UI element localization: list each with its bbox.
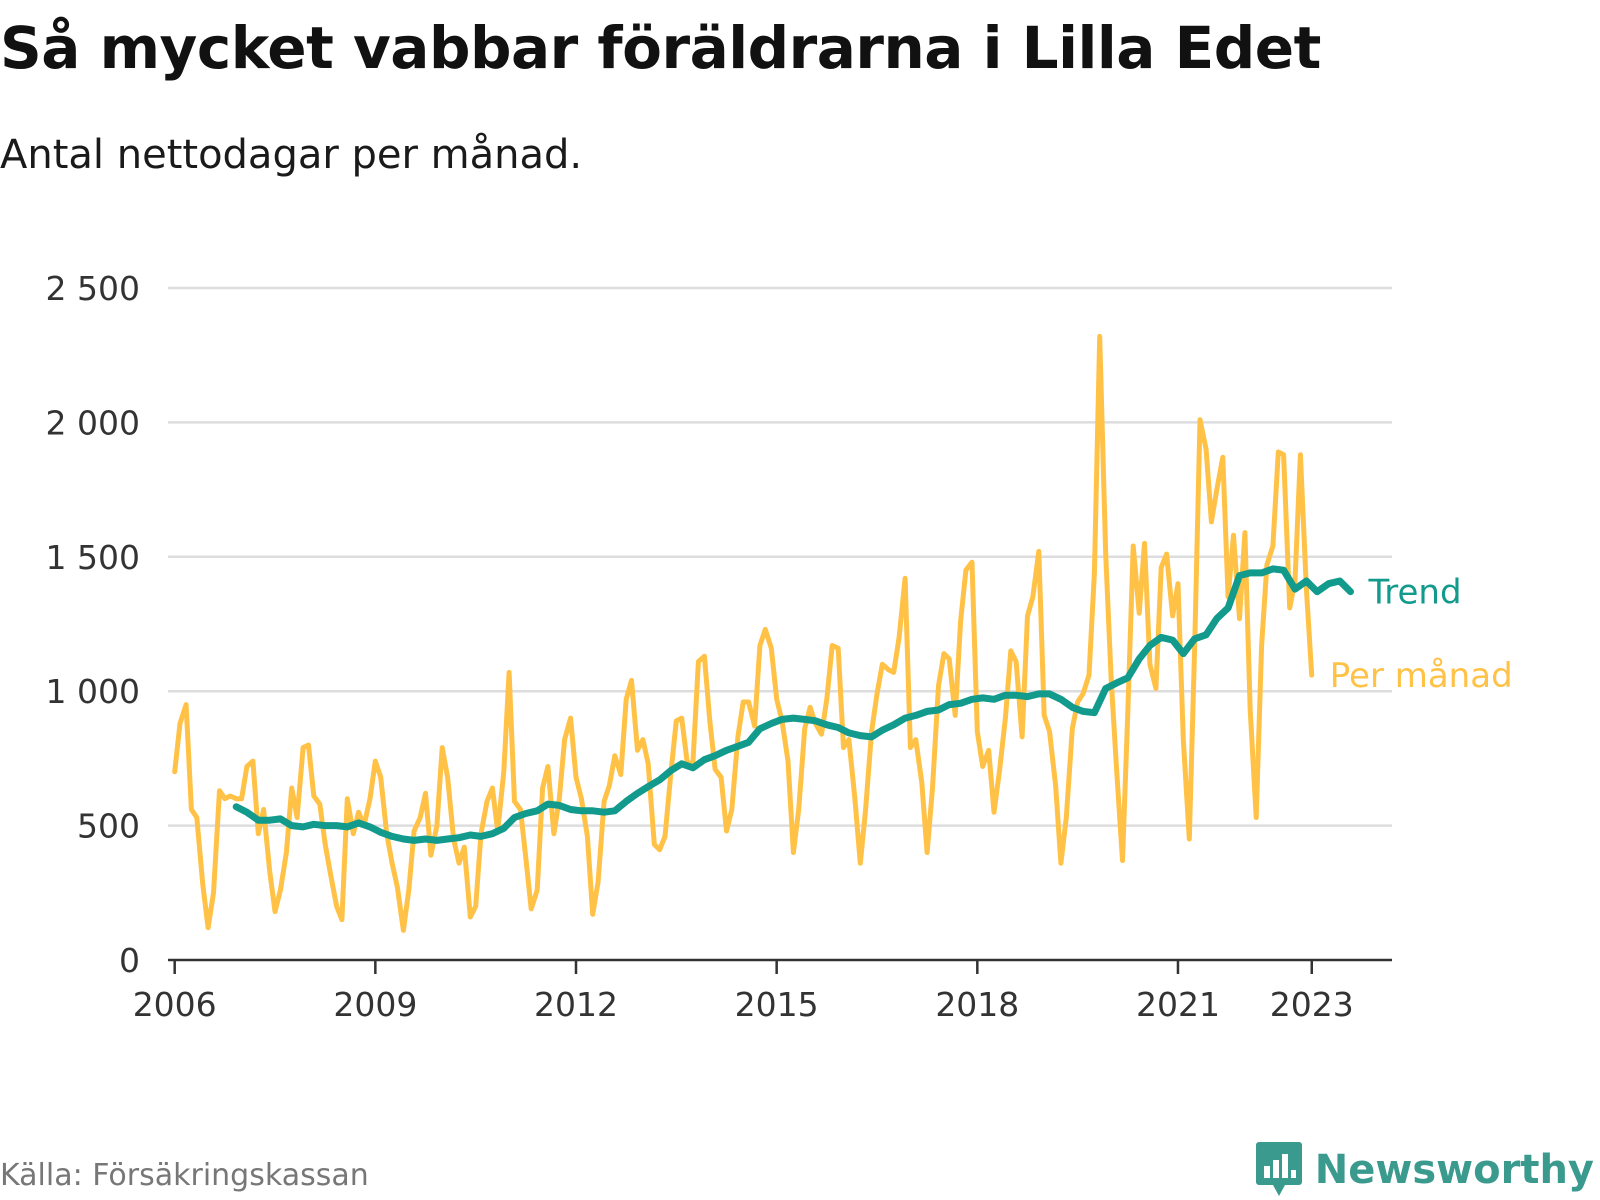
brand-name: Newsworthy xyxy=(1314,1147,1594,1193)
x-tick-label: 2009 xyxy=(333,985,417,1024)
y-tick-label: 2 000 xyxy=(46,403,140,442)
newsworthy-logo-icon xyxy=(1255,1142,1302,1196)
y-tick-label: 2 500 xyxy=(46,269,140,308)
x-tick-label: 2012 xyxy=(534,985,618,1024)
y-tick-label: 1 000 xyxy=(46,672,140,711)
brand-logo[interactable]: Newsworthy xyxy=(1255,1140,1594,1200)
series-line-trend xyxy=(232,565,1354,844)
grid-lines xyxy=(168,286,1392,827)
y-tick-label: 0 xyxy=(119,941,140,980)
x-tick-label: 2006 xyxy=(133,985,217,1024)
series-line-monthly xyxy=(172,333,1315,933)
x-tick-label: 2021 xyxy=(1136,985,1220,1024)
series-label-monthly: Per månad xyxy=(1330,656,1513,696)
x-tick-label: 2018 xyxy=(935,985,1019,1024)
source-note: Källa: Försäkringskassan xyxy=(0,1158,369,1193)
x-tick-label: 2023 xyxy=(1270,985,1354,1024)
x-axis-ticks: 2006 2009 2012 2015 2018 2021 2023 xyxy=(133,960,1354,1024)
series-labels: Per månad Trend xyxy=(1330,573,1513,696)
series-label-trend: Trend xyxy=(1368,573,1462,613)
y-axis-ticks: 0 500 1 000 1 500 2 000 2 500 xyxy=(46,269,140,980)
y-tick-label: 1 500 xyxy=(46,538,140,577)
x-tick-label: 2015 xyxy=(735,985,819,1024)
y-tick-label: 500 xyxy=(77,807,140,846)
chart-subtitle: Antal nettodagar per månad. xyxy=(0,132,583,178)
series-lines xyxy=(172,333,1354,933)
chart-title: Så mycket vabbar föräldrarna i Lilla Ede… xyxy=(0,14,1321,82)
